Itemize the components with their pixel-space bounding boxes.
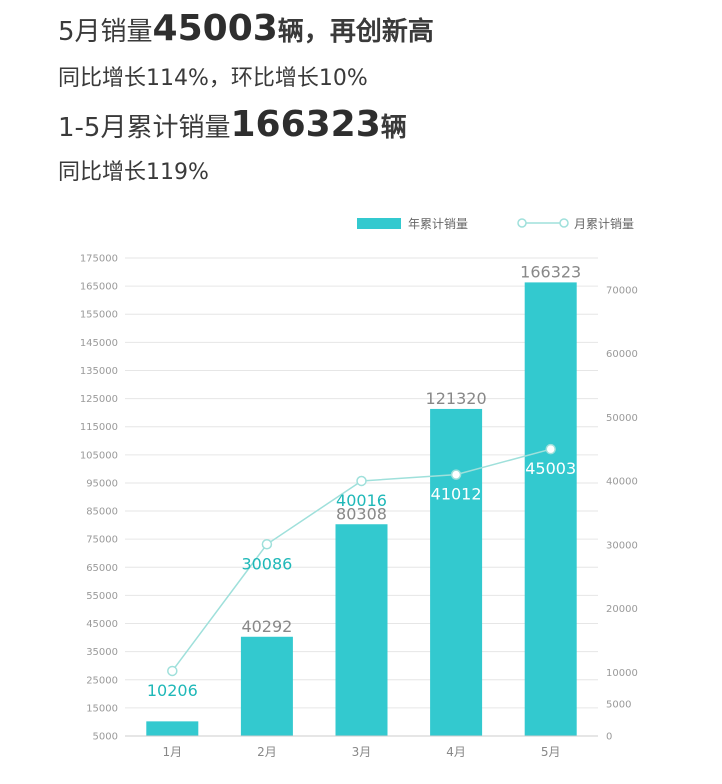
x-axis-tick-label: 5月 (541, 745, 561, 759)
bar-value-label: 121320 (426, 389, 487, 408)
x-axis: 1月 2月 3月 4月 5月 (125, 735, 598, 759)
bar-value-label: 80308 (336, 504, 387, 523)
headline-monthly-sales: 5月销量45003辆，再创新高 (58, 8, 434, 49)
line-value-label: 40016 (336, 491, 387, 510)
headline-monthly-number: 45003 (152, 8, 278, 49)
chart-legend: 年累计销量 月累计销量 (357, 217, 634, 231)
sales-chart: 175000 165000 155000 145000 135000 125000 1150… (80, 217, 638, 759)
headline-cumulative-sales: 1-5月累计销量166323辆 (58, 104, 407, 145)
bar (146, 721, 199, 736)
left-axis-tick-label: 95000 (86, 478, 118, 489)
right-axis-tick-label: 60000 (606, 349, 638, 360)
right-axis-tick-label: 20000 (606, 604, 638, 615)
left-axis-tick-label: 175000 (80, 254, 118, 265)
left-axis-tick-label: 45000 (86, 619, 118, 630)
bar (430, 408, 483, 736)
line-value-label: 45003 (525, 459, 576, 478)
left-axis-tick-label: 75000 (86, 535, 118, 546)
x-axis-tick-label: 3月 (352, 745, 372, 759)
left-axis-tick-label: 135000 (80, 366, 118, 377)
legend-bar-label: 年累计销量 (408, 217, 468, 231)
left-axis-tick-label: 35000 (86, 647, 118, 658)
headline-cumulative-number: 166323 (230, 104, 381, 145)
headline-cumulative-prefix: 1-5月累计销量 (58, 113, 231, 143)
legend-line-label: 月累计销量 (574, 217, 634, 231)
line-value-label: 41012 (431, 485, 482, 504)
left-axis-tick-label: 115000 (80, 422, 118, 433)
right-axis-tick-label: 5000 (606, 700, 631, 711)
x-axis-tick-label: 1月 (162, 745, 182, 759)
bar-series (146, 282, 577, 736)
headline-cumulative-unit: 辆 (380, 113, 407, 143)
line-point (450, 469, 462, 480)
left-axis-tick-label: 55000 (86, 591, 118, 602)
line-point (261, 539, 273, 550)
left-axis-tick-label: 125000 (80, 394, 118, 405)
bar-value-label: 166323 (520, 262, 581, 281)
line-value-label: 30086 (241, 554, 292, 573)
legend-line-marker-right (559, 218, 569, 228)
bar (335, 524, 388, 736)
headline-cumulative-growth: 同比增长119% (58, 160, 209, 185)
bar (524, 282, 577, 736)
left-axis-tick-label: 65000 (86, 563, 118, 574)
left-axis-tick-label: 25000 (86, 675, 118, 686)
x-axis-tick-label: 4月 (446, 745, 466, 759)
right-axis-tick-label: 0 (606, 732, 612, 743)
right-axis-tick-label: 40000 (606, 477, 638, 488)
bar (240, 636, 293, 736)
bar-value-label: 40292 (241, 617, 292, 636)
right-axis-tick-label: 30000 (606, 540, 638, 551)
right-axis-tick-label: 50000 (606, 413, 638, 424)
left-axis: 175000 165000 155000 145000 135000 125000 1150… (80, 254, 118, 743)
line-value-label: 10206 (147, 681, 198, 700)
right-axis-tick-label: 70000 (606, 285, 638, 296)
left-axis-tick-label: 85000 (86, 507, 118, 518)
right-axis-tick-label: 10000 (606, 668, 638, 679)
line-series: 10206 30086 40016 41012 45003 (147, 443, 576, 700)
headline-monthly-suffix: ，再创新高 (303, 17, 434, 47)
left-axis-tick-label: 105000 (80, 450, 118, 461)
legend-bar-swatch (357, 218, 401, 229)
left-axis-tick-label: 145000 (80, 338, 118, 349)
left-axis-tick-label: 155000 (80, 310, 118, 321)
line-point (167, 665, 178, 677)
headline-monthly-prefix: 5月销量 (58, 17, 153, 47)
left-axis-tick-label: 165000 (80, 282, 118, 293)
headline-growth: 同比增长114%，环比增长10% (58, 66, 368, 91)
line-point (356, 475, 367, 487)
left-axis-tick-label: 5000 (93, 732, 118, 743)
left-axis-tick-label: 15000 (86, 703, 118, 714)
bar-labels: 40292 80308 121320 166323 (241, 262, 581, 635)
legend-line-marker-left (517, 218, 527, 228)
x-axis-tick-label: 2月 (257, 745, 277, 759)
headline-monthly-unit: 辆 (277, 17, 304, 47)
line-point (545, 443, 556, 455)
